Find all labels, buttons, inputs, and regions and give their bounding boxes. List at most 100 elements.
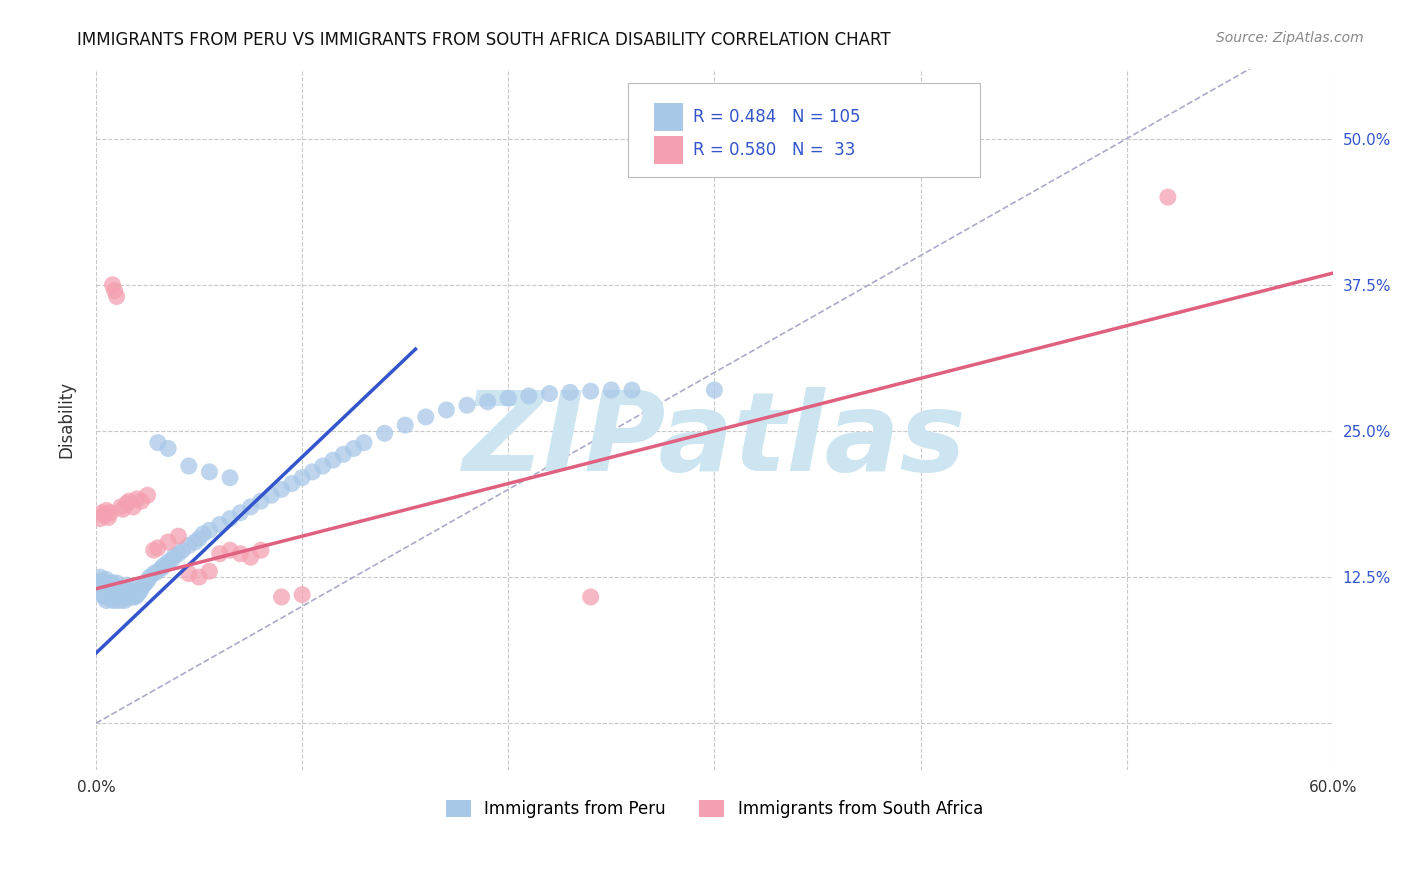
Point (374, 426, 396, 441)
Point (167, 529, 190, 543)
Point (193, 526, 215, 541)
Text: R = 0.484   N = 105: R = 0.484 N = 105 (693, 108, 860, 126)
Point (89, 582, 111, 596)
Point (477, 394, 499, 409)
Point (96, 593, 118, 607)
Point (312, 458, 335, 473)
Point (118, 584, 141, 599)
Point (114, 588, 136, 602)
Point (322, 453, 344, 467)
Point (172, 543, 194, 558)
Point (111, 590, 134, 604)
Point (89, 511, 111, 525)
Legend: Immigrants from Peru, Immigrants from South Africa: Immigrants from Peru, Immigrants from So… (439, 793, 990, 825)
Point (96, 578, 118, 592)
Point (97, 510, 120, 524)
Point (115, 590, 138, 604)
Point (250, 494, 273, 508)
Point (105, 289, 128, 303)
Point (122, 500, 145, 514)
Point (270, 590, 292, 604)
Point (103, 590, 125, 604)
Point (131, 582, 153, 596)
Point (101, 588, 124, 602)
Point (103, 579, 125, 593)
Point (208, 517, 231, 532)
Point (110, 588, 132, 602)
Point (198, 465, 221, 479)
Point (105, 576, 128, 591)
Point (103, 585, 125, 599)
Point (110, 582, 132, 596)
Point (115, 496, 138, 510)
Point (281, 476, 304, 491)
Point (97, 588, 120, 602)
Point (111, 584, 134, 599)
Point (122, 590, 145, 604)
Y-axis label: Disability: Disability (58, 381, 75, 458)
Point (260, 488, 283, 502)
FancyBboxPatch shape (654, 136, 683, 164)
Point (96, 503, 118, 517)
Point (118, 590, 141, 604)
Point (89, 570, 111, 584)
Point (219, 471, 242, 485)
Point (146, 541, 169, 555)
Point (332, 447, 354, 461)
Point (456, 398, 478, 412)
Point (167, 547, 190, 561)
Point (101, 576, 124, 591)
Point (100, 590, 122, 604)
Text: IMMIGRANTS FROM PERU VS IMMIGRANTS FROM SOUTH AFRICA DISABILITY CORRELATION CHAR: IMMIGRANTS FROM PERU VS IMMIGRANTS FROM … (77, 31, 891, 49)
Point (600, 383, 623, 397)
Point (120, 585, 142, 599)
Point (177, 539, 200, 553)
Point (239, 500, 262, 514)
Point (96, 573, 118, 587)
Point (91, 574, 114, 588)
Point (134, 576, 156, 591)
Point (118, 494, 141, 508)
Point (127, 582, 149, 596)
Point (198, 564, 221, 578)
Point (219, 511, 242, 525)
Point (105, 593, 128, 607)
Text: Source: ZipAtlas.com: Source: ZipAtlas.com (1216, 31, 1364, 45)
Point (127, 491, 149, 506)
Point (110, 593, 132, 607)
Point (101, 593, 124, 607)
Point (132, 578, 155, 592)
Point (100, 506, 122, 520)
Point (107, 590, 129, 604)
Point (208, 547, 231, 561)
Point (127, 588, 149, 602)
Point (93, 508, 115, 522)
Point (101, 277, 124, 292)
Point (115, 578, 138, 592)
Point (250, 543, 273, 558)
Point (115, 584, 138, 599)
Point (177, 566, 200, 581)
Point (301, 465, 323, 479)
Point (177, 458, 200, 473)
Point (128, 585, 150, 599)
Point (188, 570, 211, 584)
Point (150, 560, 173, 574)
Point (343, 442, 366, 456)
Point (198, 524, 221, 538)
Point (138, 570, 160, 584)
Point (146, 564, 169, 578)
Point (1157, 190, 1180, 204)
Point (415, 409, 437, 424)
Point (103, 284, 125, 298)
Point (353, 435, 375, 450)
Point (291, 471, 314, 485)
Point (93, 576, 115, 591)
Point (538, 386, 561, 401)
Point (111, 502, 134, 516)
Point (93, 582, 115, 596)
Point (703, 383, 725, 397)
Point (131, 494, 153, 508)
Point (162, 552, 184, 566)
Point (436, 403, 458, 417)
